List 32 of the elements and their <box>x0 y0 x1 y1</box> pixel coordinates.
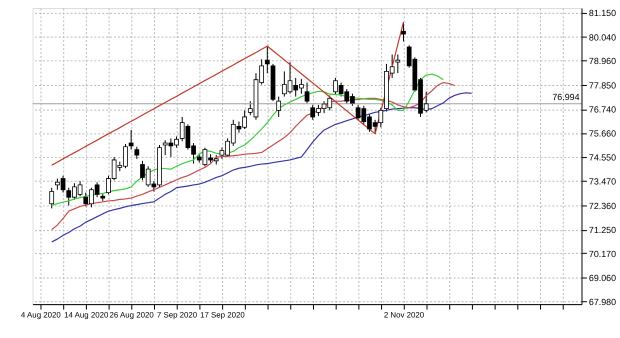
y-tick-label: 73.470 <box>588 176 616 186</box>
line-series <box>51 21 404 166</box>
line-series <box>51 92 472 243</box>
candlestick <box>276 96 282 118</box>
ref-line-label: 76.994 <box>552 92 580 102</box>
y-tick-label: 72.360 <box>588 200 616 211</box>
candlestick <box>304 82 310 104</box>
x-tick-label: 4 Aug 2020 <box>20 310 62 320</box>
y-tick-label: 69.060 <box>588 273 616 284</box>
y-tick-label: 78.960 <box>588 56 616 66</box>
y-tick-label: 67.980 <box>588 296 616 307</box>
line-series <box>51 74 444 206</box>
y-tick-label: 70.170 <box>588 248 616 259</box>
candlestick <box>128 129 134 150</box>
x-tick-label: 26 Aug 2020 <box>110 310 154 320</box>
y-tick-label: 75.660 <box>588 128 616 138</box>
candlestick <box>134 146 140 160</box>
candlestick <box>401 22 406 42</box>
y-tick-label: 81.150 <box>588 8 616 18</box>
y-tick-label: 77.850 <box>588 80 616 90</box>
candlestick <box>395 54 400 74</box>
line-series <box>51 82 456 230</box>
x-tick-label: 14 Aug 2020 <box>64 310 109 320</box>
y-tick-label: 80.040 <box>588 32 616 42</box>
y-tick-label: 76.740 <box>588 104 616 115</box>
candlestick <box>49 187 54 209</box>
y-tick-label: 71.250 <box>588 225 616 236</box>
x-tick-label: 2 Nov 2020 <box>384 310 425 320</box>
y-tick-label: 74.550 <box>588 152 616 163</box>
x-tick-label: 17 Sep 2020 <box>200 310 246 320</box>
x-tick-label: 7 Sep 2020 <box>156 310 198 320</box>
candlestick <box>264 46 270 74</box>
